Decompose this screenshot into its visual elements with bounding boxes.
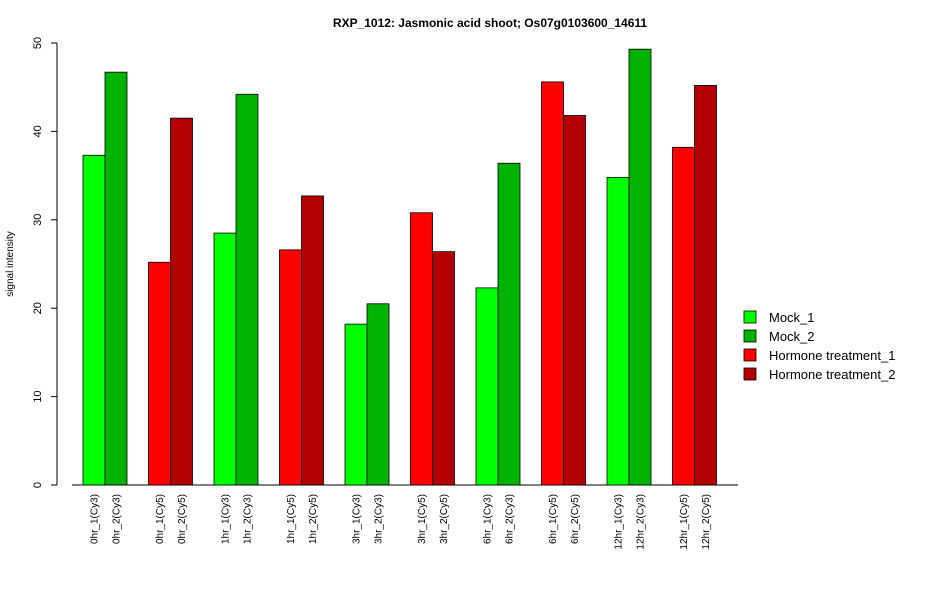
category-labels: 0hr_1(Cy3) 0hr_2(Cy3) 0hr_1(Cy5) 0hr_2(Cy5)…	[90, 494, 713, 550]
x-tick-label: 6hr_1(Cy3)	[483, 494, 494, 544]
x-tick-label: 0hr_1(Cy5)	[155, 494, 166, 544]
x-tick-label: 6hr_2(Cy3)	[505, 494, 516, 544]
x-tick-label: 1hr_2(Cy3)	[243, 494, 254, 544]
y-tick-label: 0	[32, 482, 44, 488]
legend-swatch	[743, 367, 757, 381]
x-tick-label: 3hr_1(Cy5)	[417, 494, 428, 544]
x-tick-label: 1hr_2(Cy5)	[308, 494, 319, 544]
x-tick-label: 12hr_1(Cy5)	[679, 494, 690, 550]
legend-swatch	[743, 348, 757, 362]
legend-swatch	[743, 310, 757, 324]
x-tick-label: 1hr_1(Cy5)	[286, 494, 297, 544]
y-tick-label: 50	[32, 37, 44, 49]
x-tick-label: 0hr_2(Cy3)	[112, 494, 123, 544]
x-tick-label: 12hr_2(Cy5)	[701, 494, 712, 550]
legend-label: Mock_1	[769, 310, 815, 325]
chart-title: RXP_1012: Jasmonic acid shoot; Os07g0103…	[333, 16, 648, 30]
bar-group	[82, 48, 717, 486]
legend-label: Hormone treatment_1	[769, 348, 895, 363]
bar	[82, 154, 106, 486]
y-tick-label: 10	[32, 390, 44, 402]
bar	[235, 93, 259, 486]
y-axis-label: signal intensity	[5, 231, 16, 297]
bar	[279, 249, 302, 486]
legend-label: Hormone treatment_2	[769, 367, 895, 382]
bar	[148, 261, 171, 486]
y-tick-label: 30	[32, 214, 44, 226]
bar	[213, 232, 237, 486]
y-axis-ticks: 0 10 20 30 40 50	[32, 37, 57, 488]
x-tick-label: 3hr_1(Cy3)	[352, 494, 363, 544]
legend-swatch	[743, 329, 757, 343]
legend: Mock_1 Mock_2 Hormone treatment_1 Hormone t…	[743, 310, 895, 382]
x-tick-label: 6hr_1(Cy5)	[548, 494, 559, 544]
x-tick-label: 3hr_2(Cy3)	[374, 494, 385, 544]
x-tick-label: 12hr_1(Cy3)	[614, 494, 625, 550]
bar	[628, 48, 652, 486]
bar	[541, 81, 564, 486]
y-tick-label: 40	[32, 125, 44, 137]
bar	[606, 176, 630, 486]
bar	[344, 323, 368, 486]
bar	[563, 115, 586, 486]
bar	[672, 146, 695, 486]
bar	[366, 303, 390, 486]
bar	[497, 162, 521, 486]
bar	[694, 85, 717, 486]
bar	[410, 212, 433, 486]
bar	[170, 117, 193, 486]
bar	[432, 251, 455, 486]
legend-label: Mock_2	[769, 329, 815, 344]
x-tick-label: 1hr_1(Cy3)	[221, 494, 232, 544]
x-tick-label: 0hr_2(Cy5)	[177, 494, 188, 544]
x-tick-label: 12hr_2(Cy3)	[636, 494, 647, 550]
bar	[301, 195, 324, 486]
x-tick-label: 0hr_1(Cy3)	[90, 494, 101, 544]
bar	[475, 287, 499, 486]
x-tick-label: 3hr_2(Cy5)	[439, 494, 450, 544]
y-tick-label: 20	[32, 302, 44, 314]
bar	[104, 71, 128, 486]
x-tick-label: 6hr_2(Cy5)	[570, 494, 581, 544]
